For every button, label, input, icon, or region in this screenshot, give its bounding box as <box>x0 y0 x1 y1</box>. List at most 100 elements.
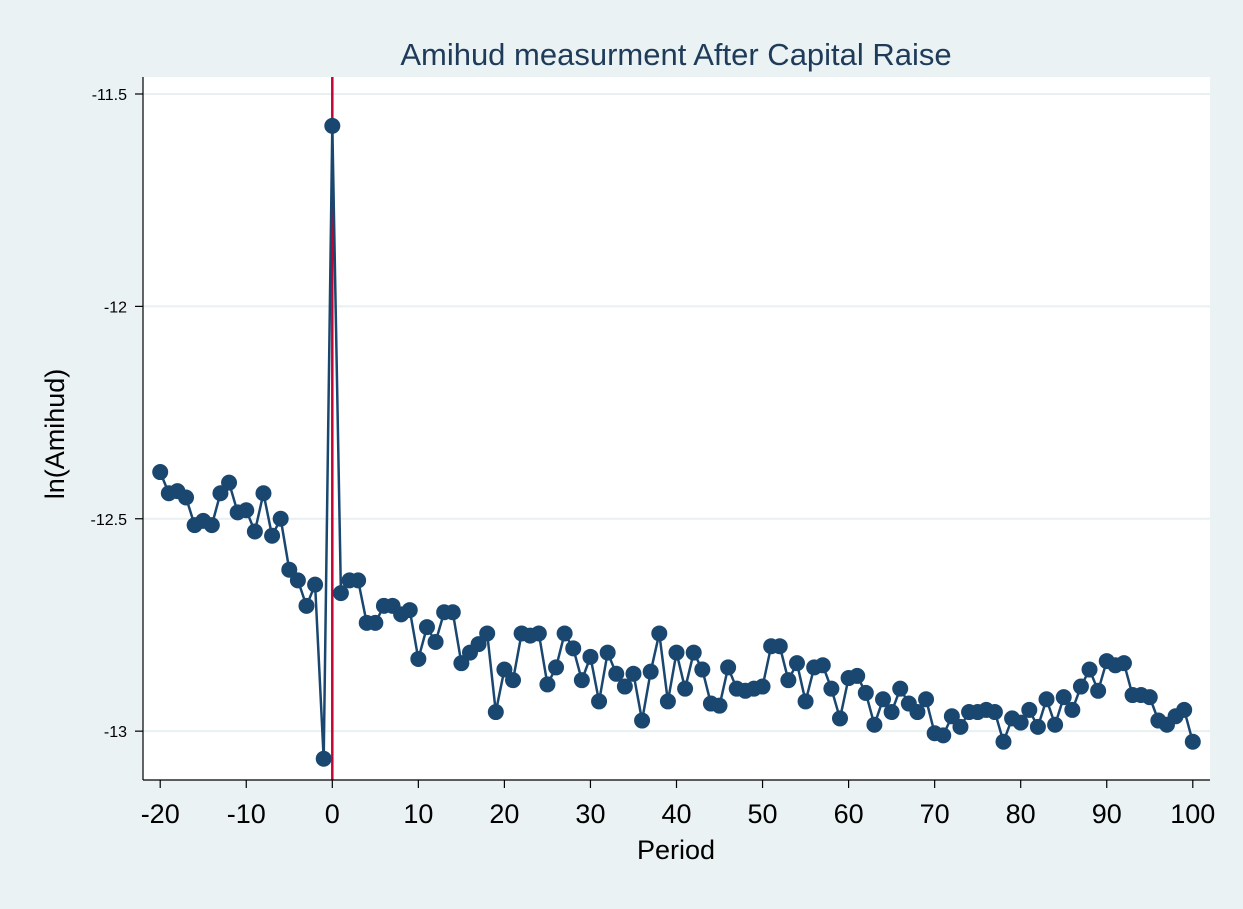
data-point <box>539 676 556 693</box>
data-point <box>367 614 384 631</box>
data-point <box>634 712 651 729</box>
data-point <box>350 572 367 589</box>
data-point <box>1090 682 1107 699</box>
data-point <box>797 693 814 710</box>
data-point <box>264 527 281 544</box>
data-point <box>1072 678 1089 695</box>
data-point <box>573 672 590 689</box>
data-point <box>307 576 324 593</box>
data-point <box>866 716 883 733</box>
data-point <box>591 693 608 710</box>
data-point <box>582 648 599 665</box>
data-point <box>548 659 565 676</box>
data-point <box>771 638 788 655</box>
data-point <box>831 710 848 727</box>
data-point <box>487 704 504 721</box>
data-point <box>685 644 702 661</box>
data-point <box>883 704 900 721</box>
data-point <box>1029 718 1046 735</box>
x-tick-label: 20 <box>489 799 519 829</box>
data-point <box>668 644 685 661</box>
data-point <box>152 464 169 481</box>
grid-lines <box>143 92 1210 733</box>
data-point <box>470 636 487 653</box>
data-point <box>849 667 866 684</box>
data-point <box>720 659 737 676</box>
chart-title: Amihud measurment After Capital Raise <box>400 37 951 72</box>
x-tick-label: 80 <box>1006 799 1036 829</box>
data-point <box>694 661 711 678</box>
data-point <box>203 517 220 534</box>
data-point <box>324 117 341 134</box>
data-point <box>1047 716 1064 733</box>
x-tick-label: 0 <box>325 799 340 829</box>
x-tick-label: 60 <box>834 799 864 829</box>
data-point <box>1064 701 1081 718</box>
x-tick-label: 40 <box>661 799 691 829</box>
data-point <box>875 691 892 708</box>
data-point <box>651 625 668 642</box>
data-point <box>754 678 771 695</box>
data-point <box>272 510 289 527</box>
data-point <box>298 597 315 614</box>
x-tick-label: 70 <box>920 799 950 829</box>
data-point <box>788 655 805 672</box>
data-point <box>1176 701 1193 718</box>
data-point <box>221 474 238 491</box>
data-point <box>1038 691 1055 708</box>
data-point <box>1055 689 1072 706</box>
data-point <box>952 718 969 735</box>
y-tick-label: -13 <box>104 724 127 741</box>
data-point <box>496 661 513 678</box>
data-point <box>625 665 642 682</box>
data-point <box>1141 689 1158 706</box>
data-point <box>909 704 926 721</box>
x-tick-label: -20 <box>141 799 180 829</box>
x-tick-label: -10 <box>227 799 266 829</box>
data-point <box>659 693 676 710</box>
data-point <box>935 727 952 744</box>
x-tick-label: 30 <box>575 799 605 829</box>
data-point <box>315 750 332 767</box>
data-point <box>238 502 255 519</box>
data-point <box>444 604 461 621</box>
data-point <box>857 684 874 701</box>
data-point <box>212 485 229 502</box>
data-point <box>823 680 840 697</box>
series-layer <box>152 117 1201 767</box>
data-point <box>505 672 522 689</box>
data-point <box>332 585 349 602</box>
data-point <box>427 633 444 650</box>
data-point <box>178 489 195 506</box>
data-point <box>814 657 831 674</box>
data-point <box>410 650 427 667</box>
data-point <box>418 619 435 636</box>
data-point <box>642 663 659 680</box>
data-point <box>892 680 909 697</box>
data-point <box>995 733 1012 750</box>
x-tick-label: 100 <box>1170 799 1215 829</box>
data-point <box>986 704 1003 721</box>
data-point <box>918 691 935 708</box>
data-point <box>289 572 306 589</box>
data-point <box>1184 733 1201 750</box>
data-point <box>565 640 582 657</box>
data-point <box>943 708 960 725</box>
x-tick-label: 50 <box>748 799 778 829</box>
y-tick-label: -11.5 <box>92 87 127 104</box>
data-point <box>599 644 616 661</box>
data-point <box>1115 655 1132 672</box>
data-point <box>1021 701 1038 718</box>
data-point <box>530 625 547 642</box>
data-point <box>608 665 625 682</box>
data-point <box>281 561 298 578</box>
data-point <box>780 672 797 689</box>
data-point <box>677 680 694 697</box>
data-point <box>453 655 470 672</box>
data-point <box>401 602 418 619</box>
data-point <box>1081 661 1098 678</box>
data-point <box>255 485 272 502</box>
data-point <box>479 625 496 642</box>
